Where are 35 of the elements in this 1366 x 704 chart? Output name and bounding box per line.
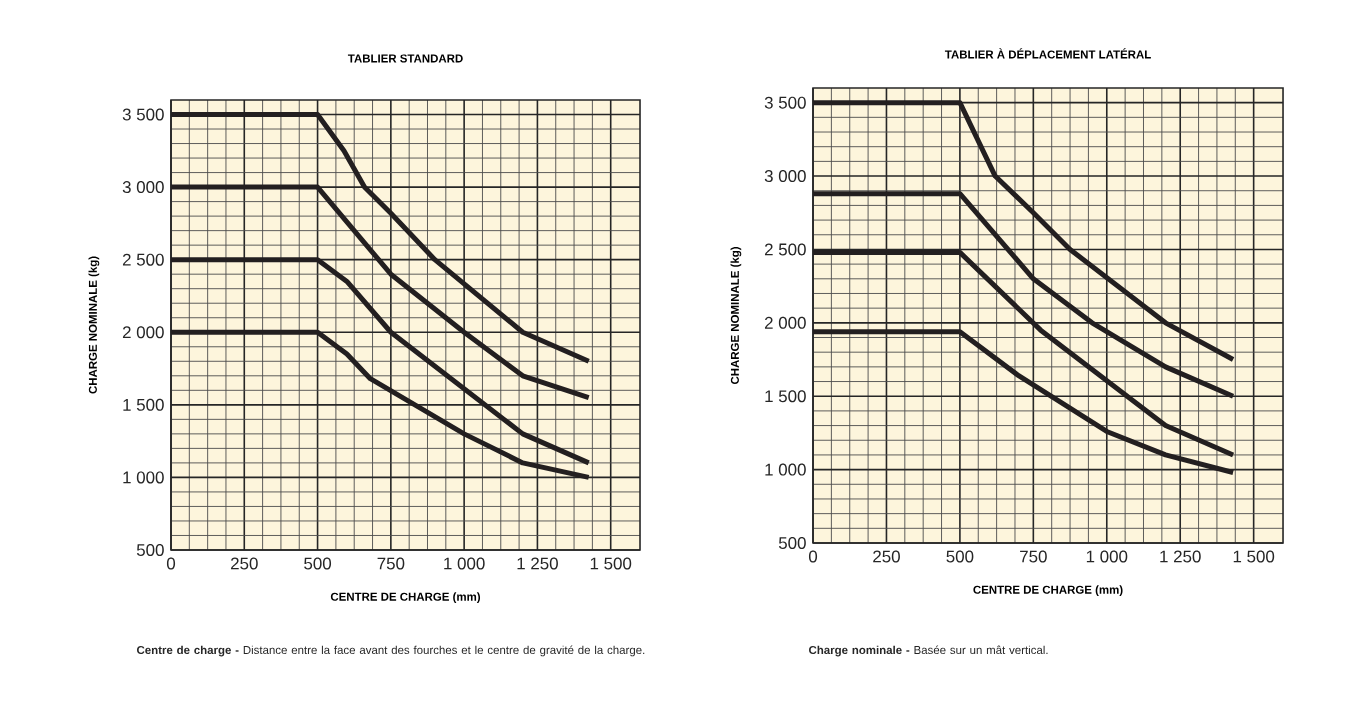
x-tick-label: 500: [304, 557, 332, 570]
y-tick-label: 3 000: [764, 170, 806, 183]
x-axis-title: CENTRE DE CHARGE (mm): [973, 585, 1123, 597]
y-tick-label: 1 500: [765, 390, 806, 403]
x-tick-label: 1 000: [1086, 550, 1128, 563]
y-axis-title: CHARGE NOMINALE (kg): [730, 247, 742, 385]
y-tick-label: 500: [778, 537, 806, 549]
y-axis-title: CHARGE NOMINALE (kg): [88, 256, 100, 394]
y-tick-label: 1 000: [123, 471, 164, 484]
x-tick-label: 1 000: [444, 557, 485, 570]
x-tick-label: 500: [946, 550, 974, 563]
x-tick-label: 0: [166, 557, 176, 570]
x-tick-label: 1 500: [1233, 550, 1275, 563]
x-tick-label: 1 250: [517, 557, 558, 570]
x-tick-label: 0: [808, 550, 818, 563]
text: Centre de charge - Distance entre la face avant des fourches et le centre de gravité de la charge.: [136, 645, 645, 657]
chart-title: TABLIER STANDARD: [347, 54, 463, 63]
x-tick-label: 250: [231, 557, 258, 570]
chart-title: TABLIER À DÉPLACEMENT LATÉRAL: [944, 48, 1151, 59]
y-tick-label: 3 500: [122, 108, 164, 121]
y-tick-label: 1 000: [765, 463, 806, 476]
y-tick-label: 2 500: [764, 243, 806, 256]
y-tick-label: 2 000: [764, 316, 806, 329]
x-tick-label: 1 500: [590, 557, 632, 570]
x-tick-label: 750: [377, 557, 405, 570]
y-tick-label: 1 500: [123, 398, 164, 411]
x-tick-label: 250: [873, 550, 900, 563]
y-tick-label: 3 000: [122, 181, 164, 194]
x-tick-label: 750: [1020, 550, 1047, 563]
y-tick-label: 3 500: [764, 96, 806, 109]
x-axis-title: CENTRE DE CHARGE (mm): [330, 592, 481, 604]
y-tick-label: 2 000: [122, 326, 164, 339]
text: Charge nominale - Basée sur un mât vertical.: [809, 645, 1048, 657]
y-tick-label: 2 500: [122, 253, 164, 266]
x-tick-label: 1 250: [1160, 550, 1201, 563]
